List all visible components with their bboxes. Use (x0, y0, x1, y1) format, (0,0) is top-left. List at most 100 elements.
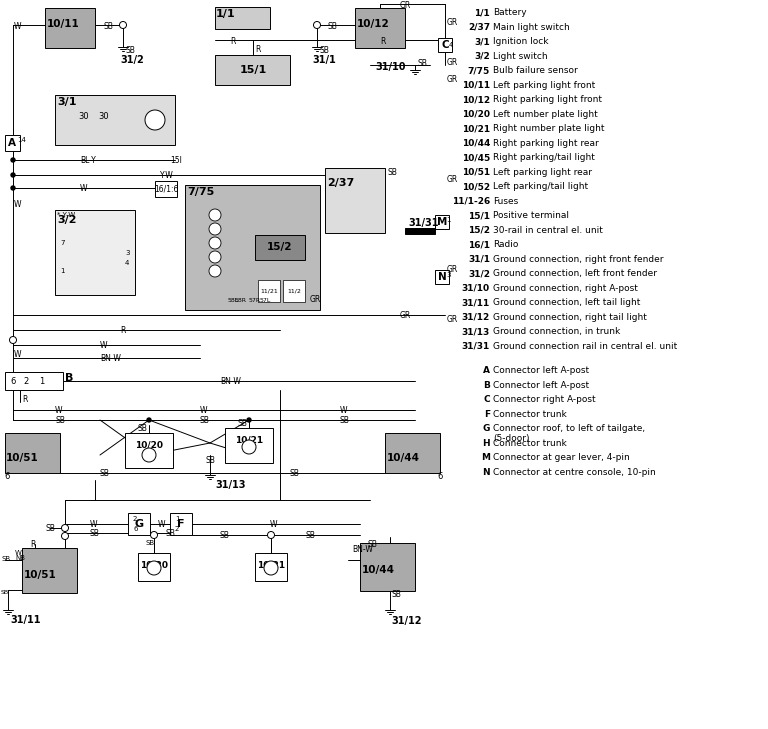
Text: BL-Y: BL-Y (80, 156, 96, 165)
Circle shape (11, 158, 15, 162)
Text: BN-W: BN-W (220, 377, 241, 386)
Text: GR: GR (447, 315, 458, 324)
Text: 31/2: 31/2 (468, 269, 490, 278)
Circle shape (9, 337, 16, 343)
Text: W: W (158, 520, 165, 529)
Text: W: W (14, 22, 22, 31)
Text: 15/2: 15/2 (468, 225, 490, 235)
Text: 10/20: 10/20 (135, 440, 163, 449)
Text: M: M (481, 453, 490, 462)
Text: C: C (483, 395, 490, 404)
Text: 6: 6 (4, 472, 9, 481)
Text: 15/2: 15/2 (267, 242, 293, 252)
Text: Y-W: Y-W (160, 171, 174, 180)
Bar (225, 428, 273, 463)
Text: Connector at gear lever, 4-pin: Connector at gear lever, 4-pin (493, 453, 630, 462)
Text: BN-W: BN-W (352, 545, 373, 554)
Text: 57L: 57L (260, 298, 270, 303)
Text: 10/21: 10/21 (462, 124, 490, 133)
Circle shape (151, 531, 157, 539)
Text: Ignition lock: Ignition lock (493, 37, 548, 46)
Text: SB: SB (145, 540, 154, 546)
Text: W: W (14, 200, 22, 209)
Bar (405, 228, 435, 234)
Bar (385, 433, 440, 473)
Text: Fuses: Fuses (493, 197, 518, 206)
Text: Connector left A-post: Connector left A-post (493, 366, 589, 375)
Bar (125, 433, 173, 468)
Text: BN-W: BN-W (100, 354, 121, 363)
Bar (215, 55, 290, 85)
Text: 11/2: 11/2 (287, 289, 301, 294)
Bar (435, 270, 449, 284)
Text: SB: SB (200, 416, 210, 425)
Text: GR: GR (310, 295, 321, 304)
Text: W: W (80, 184, 88, 193)
Text: SB: SB (368, 540, 378, 549)
Text: 31/10: 31/10 (462, 284, 490, 292)
Bar (255, 235, 305, 260)
Text: 30-rail in central el. unit: 30-rail in central el. unit (493, 225, 603, 235)
Bar (438, 38, 452, 52)
Text: 10/11: 10/11 (462, 80, 490, 90)
Text: 4: 4 (449, 42, 453, 48)
Text: SB: SB (305, 531, 315, 540)
Bar (5, 433, 60, 473)
Text: 58R: 58R (235, 298, 247, 303)
Circle shape (209, 209, 221, 221)
Text: 3: 3 (446, 272, 451, 278)
Text: Right parking light rear: Right parking light rear (493, 139, 599, 147)
Text: 16/1:6: 16/1:6 (154, 184, 178, 193)
Text: SB: SB (103, 22, 113, 31)
Text: SB: SB (55, 416, 65, 425)
Text: 1: 1 (175, 516, 180, 522)
Text: G: G (134, 519, 144, 529)
Text: R: R (255, 45, 260, 54)
Bar (55, 210, 135, 295)
Text: 2/37: 2/37 (468, 23, 490, 31)
Text: SB: SB (387, 168, 397, 177)
Text: SB: SB (290, 469, 300, 478)
Bar (5, 135, 20, 151)
Bar (170, 513, 192, 535)
Text: 10/21: 10/21 (235, 435, 263, 444)
Text: W: W (14, 350, 22, 359)
Text: Positive terminal: Positive terminal (493, 211, 569, 220)
Text: SB: SB (100, 469, 110, 478)
Text: R: R (380, 37, 386, 46)
Bar (138, 553, 170, 581)
Text: Left parking light front: Left parking light front (493, 80, 595, 90)
Text: 6: 6 (10, 376, 15, 386)
Text: 10/12: 10/12 (462, 95, 490, 104)
Text: R: R (30, 540, 35, 549)
Text: 30: 30 (78, 112, 88, 121)
Text: Ground connection, right A-post: Ground connection, right A-post (493, 284, 638, 292)
Text: 57R: 57R (249, 298, 261, 303)
Circle shape (11, 173, 15, 177)
Text: 31/11: 31/11 (462, 298, 490, 307)
Text: Connector right A-post: Connector right A-post (493, 395, 596, 404)
Text: 2: 2 (133, 516, 137, 522)
Text: 15/1: 15/1 (240, 65, 266, 75)
Text: GR: GR (447, 75, 458, 84)
Text: B: B (483, 381, 490, 389)
Text: W: W (15, 550, 22, 556)
Text: 31/12: 31/12 (462, 313, 490, 321)
Bar (435, 215, 449, 229)
Bar (255, 553, 287, 581)
Circle shape (247, 418, 251, 422)
Text: 7/75: 7/75 (187, 187, 214, 197)
Text: Connector roof, to left of tailgate,
(5-door): Connector roof, to left of tailgate, (5-… (493, 424, 645, 443)
Text: 10/12: 10/12 (357, 19, 389, 29)
Text: Left parking light rear: Left parking light rear (493, 168, 592, 176)
Circle shape (120, 21, 127, 28)
Text: Bulb failure sensor: Bulb failure sensor (493, 66, 578, 75)
Text: SB: SB (1, 590, 9, 595)
Text: W: W (90, 520, 98, 529)
Text: N: N (482, 467, 490, 477)
Text: 3/1: 3/1 (57, 97, 77, 107)
Text: SB: SB (220, 531, 230, 540)
Text: R: R (120, 326, 125, 335)
Circle shape (242, 440, 256, 454)
Circle shape (147, 418, 151, 422)
